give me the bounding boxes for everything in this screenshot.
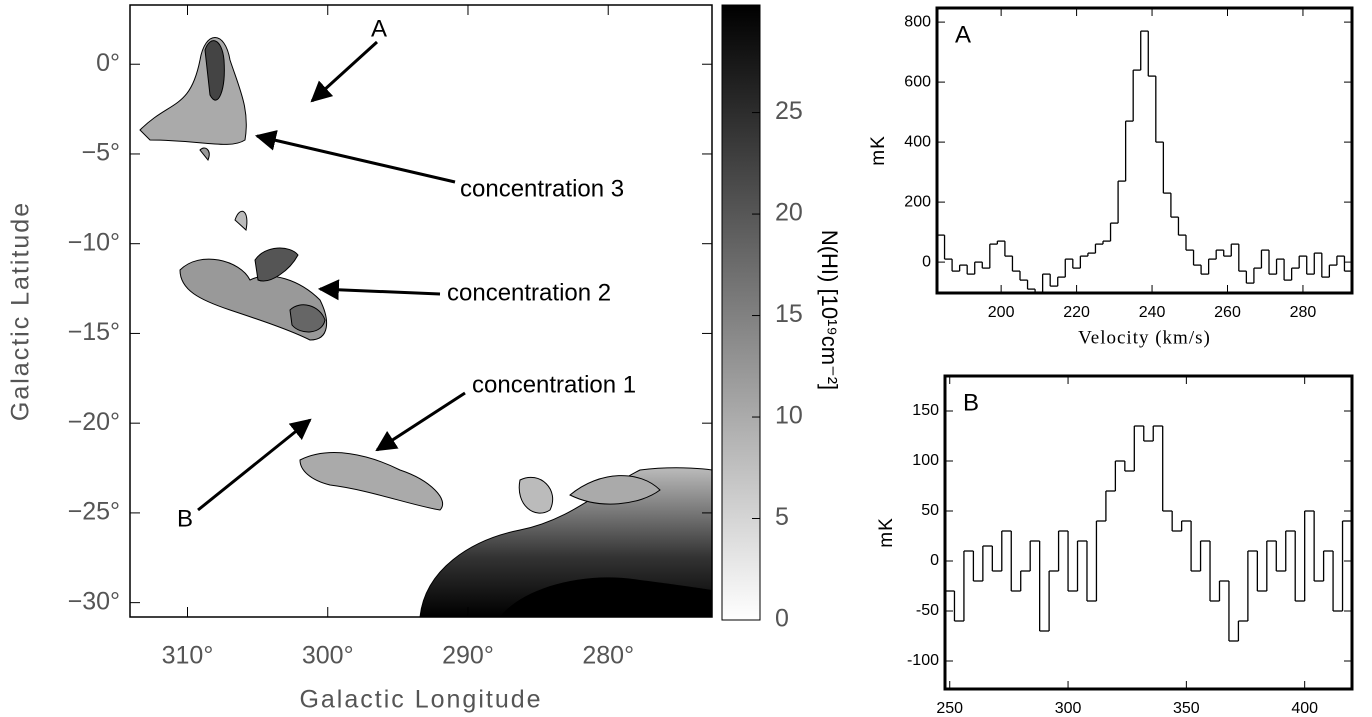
y-tick-label: −20°: [68, 408, 120, 436]
x-tick-label: 200: [988, 304, 1015, 321]
colorbar-tick-label: 25: [775, 97, 803, 125]
y-tick-label: 200: [904, 193, 931, 210]
annotation: A: [371, 15, 387, 42]
y-tick-label: −5°: [81, 139, 120, 167]
y-tick-label: 0°: [96, 49, 120, 77]
x-tick-label: 220: [1063, 304, 1090, 321]
map-features: [139, 37, 713, 618]
y-tick-label: 600: [904, 73, 931, 90]
colorbar-tick-label: 10: [775, 402, 803, 430]
x-axis-label: Galactic Longitude: [299, 686, 542, 714]
x-tick-label: 310°: [162, 642, 214, 670]
y-tick-label: 150: [912, 402, 939, 419]
x-axis-label: Velocity (km/s): [1078, 327, 1211, 348]
step-connector: [953, 426, 1344, 641]
y-tick-label: 0: [930, 552, 939, 569]
y-tick-label: −25°: [68, 498, 120, 526]
x-tick-label: 240: [1139, 304, 1166, 321]
y-tick-label: 800: [904, 13, 931, 30]
colorbar-tick-label: 0: [775, 605, 789, 633]
y-tick-label: 50: [921, 502, 939, 519]
colorbar-tick-label: 5: [775, 503, 789, 531]
y-tick-label: −10°: [68, 228, 120, 256]
x-tick-label: 280: [1290, 304, 1317, 321]
y-tick-label: −30°: [68, 587, 120, 615]
x-tick-label: 280°: [582, 642, 634, 670]
y-tick-label: 400: [904, 133, 931, 150]
colorbar: [721, 4, 761, 621]
colorbar-tick-label: 15: [775, 300, 803, 328]
y-tick-label: -100: [907, 652, 939, 669]
annotation: concentration 3: [460, 175, 624, 202]
plot-frame: [935, 6, 1354, 295]
panel-label: A: [955, 21, 971, 48]
plot-frame: [129, 4, 713, 618]
annotation-arrows: [197, 40, 466, 512]
y-axis-label: mK: [876, 517, 897, 548]
y-tick-label: 0: [922, 253, 931, 270]
step-connector: [943, 31, 1346, 293]
x-tick-label: 400: [1291, 700, 1318, 717]
y-axis-label: mK: [868, 135, 889, 166]
x-tick-label: 350: [1173, 700, 1200, 717]
y-tick-label: −15°: [68, 318, 120, 346]
x-tick-label: 300°: [302, 642, 354, 670]
x-tick-label: 260: [1214, 304, 1241, 321]
annotation: B: [177, 505, 193, 532]
x-tick-label: 250: [936, 700, 963, 717]
plot-frame: [943, 374, 1354, 691]
colorbar-label: N(HI) [10¹⁹cm⁻²]: [817, 230, 842, 390]
y-tick-label: -50: [916, 602, 939, 619]
x-tick-label: 290°: [442, 642, 494, 670]
x-tick-label: 300: [1055, 700, 1082, 717]
annotation: concentration 1: [472, 371, 636, 398]
panel-label: B: [963, 389, 979, 416]
y-tick-label: 100: [912, 452, 939, 469]
colorbar-tick-label: 20: [775, 199, 803, 227]
annotation: concentration 2: [447, 279, 611, 306]
y-axis-label: Galactic Latitude: [7, 201, 35, 421]
